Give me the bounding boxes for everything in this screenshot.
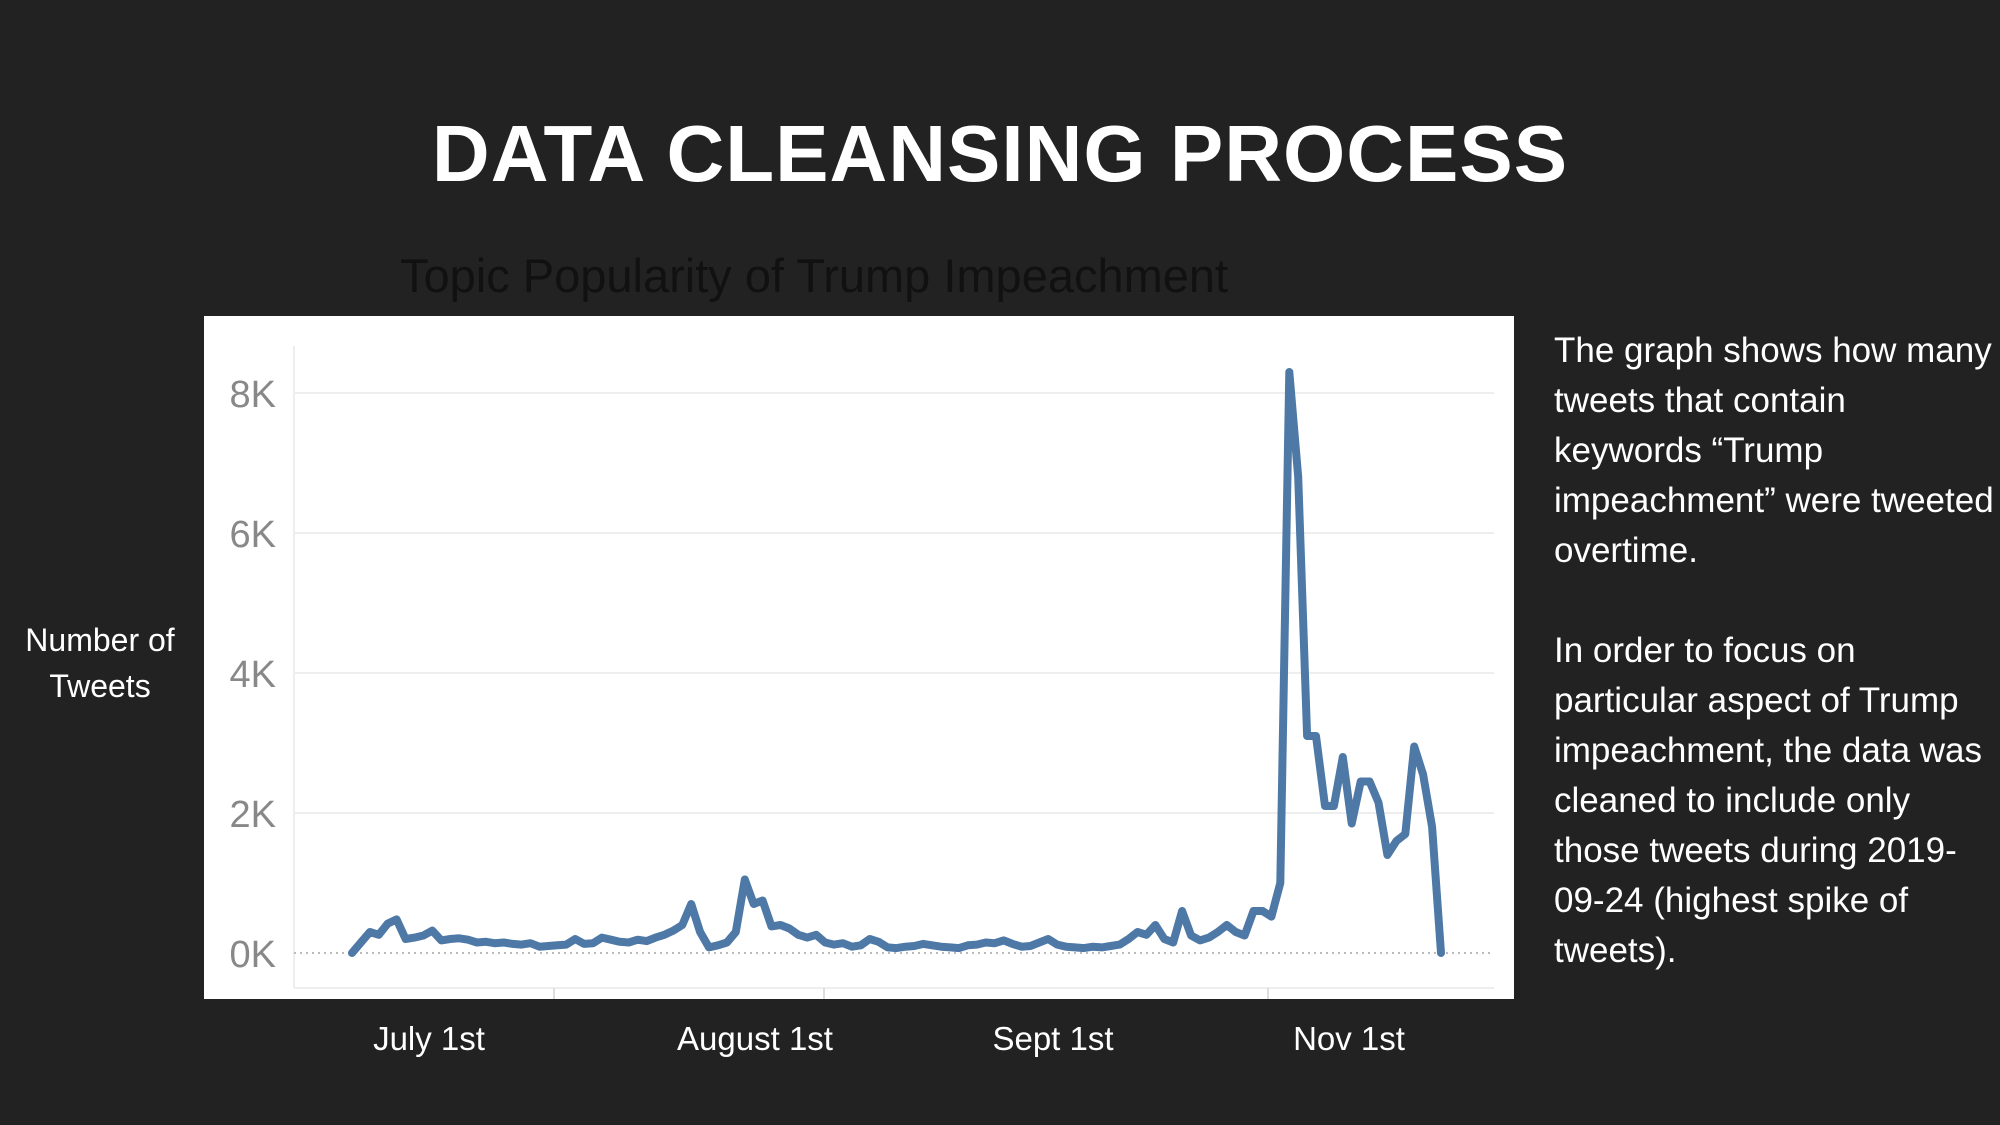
chart-title: Topic Popularity of Trump Impeachment: [400, 249, 1229, 302]
y-tick-labels: 0K 2K 4K 6K 8K: [230, 374, 276, 976]
chart-panel: 0K 2K 4K 6K 8K: [204, 316, 1514, 999]
slide-title: DATA CLEANSING PROCESS: [431, 109, 1569, 198]
side-paragraph-1: The graph shows how many tweets that con…: [1554, 331, 1994, 570]
y-tick-label: 0K: [230, 934, 276, 976]
side-description: The graph shows how many tweets that con…: [1554, 326, 1994, 1026]
x-tick-label-sept: Sept 1st: [992, 1020, 1114, 1057]
series-line-layer: [348, 368, 1445, 957]
line-chart: 0K 2K 4K 6K 8K: [230, 346, 1494, 999]
series-line-0: [348, 368, 1445, 957]
x-tick-label-july: July 1st: [373, 1020, 485, 1057]
y-tick-label: 4K: [230, 654, 276, 696]
y-axis-label: Number of Tweets: [25, 622, 175, 704]
y-tick-label: 6K: [230, 514, 276, 556]
y-tick-label: 2K: [230, 794, 276, 836]
x-tick-label-august: August 1st: [677, 1020, 833, 1057]
side-paragraph-2: In order to focus on particular aspect o…: [1554, 631, 1983, 970]
gridlines: [293, 346, 1494, 999]
x-tick-label-nov: Nov 1st: [1293, 1020, 1405, 1057]
y-tick-label: 8K: [230, 374, 276, 416]
